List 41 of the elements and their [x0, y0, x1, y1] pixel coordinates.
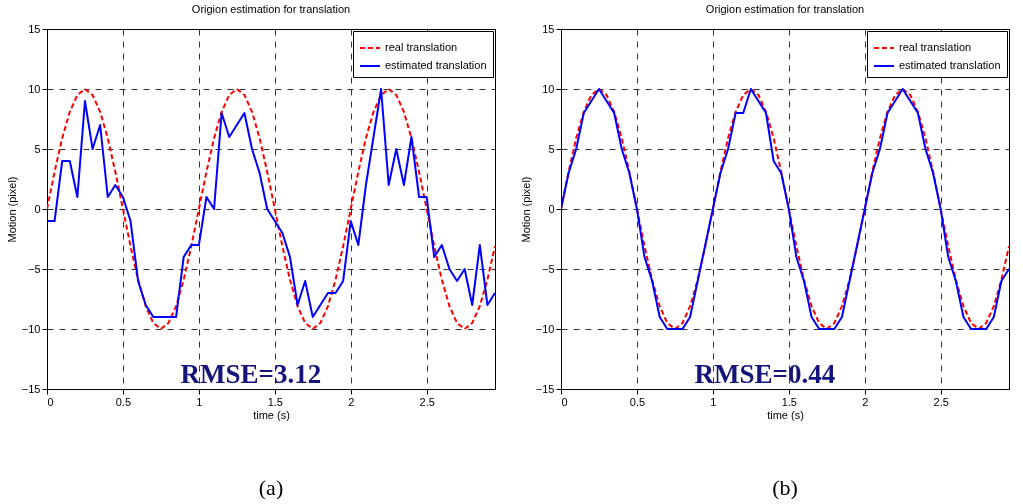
legend-label: real translation: [385, 41, 458, 53]
y-axis-title: Motion (pixel): [5, 176, 18, 243]
y-tick-label: 15: [28, 22, 41, 35]
x-tick-label: 2.5: [419, 395, 435, 408]
x-tick-label: 2: [348, 395, 355, 408]
x-tick-label: 0.5: [629, 395, 646, 408]
x-tick-label: 2.5: [933, 395, 949, 408]
annotation: RMSE=3.12: [180, 358, 322, 389]
line-series: [561, 88, 1009, 330]
x-axis-title: time (s): [253, 408, 290, 421]
y-axis-title: Motion (pixel): [519, 176, 532, 243]
text: (b): [772, 475, 798, 500]
y-tick-label: −10: [535, 322, 555, 335]
x-tick-label: 0: [561, 395, 568, 408]
y-tick-label: 5: [548, 142, 555, 155]
y-tick-label: 0: [548, 202, 555, 215]
y-tick-label: 0: [34, 202, 41, 215]
legend-label: real translation: [899, 41, 972, 53]
x-tick-label: 1: [196, 395, 203, 408]
x-tick-label: 1: [710, 395, 717, 408]
x-tick-label: 1.5: [267, 395, 283, 408]
x-axis-title: time (s): [767, 408, 804, 421]
x-tick-label: 1.5: [781, 395, 797, 408]
text: (a): [258, 475, 284, 500]
y-tick-label: 10: [28, 82, 41, 95]
annotation: RMSE=0.44: [694, 358, 836, 389]
chart-title: Origion estimation for translation: [191, 3, 351, 15]
y-tick-label: −5: [27, 262, 41, 275]
y-tick-label: 15: [542, 22, 555, 35]
y-tick-label: 5: [34, 142, 41, 155]
chart-title: Origion estimation for translation: [705, 3, 865, 15]
legend-label: estimated translation: [899, 59, 1001, 71]
x-tick-label: 0: [47, 395, 54, 408]
x-tick-label: 0.5: [115, 395, 132, 408]
y-tick-label: −5: [541, 262, 555, 275]
x-tick-label: 2: [862, 395, 869, 408]
y-tick-label: −15: [535, 382, 555, 395]
y-tick-label: −15: [21, 382, 41, 395]
legend-label: estimated translation: [385, 59, 487, 71]
y-tick-label: −10: [21, 322, 41, 335]
y-tick-label: 10: [542, 82, 555, 95]
